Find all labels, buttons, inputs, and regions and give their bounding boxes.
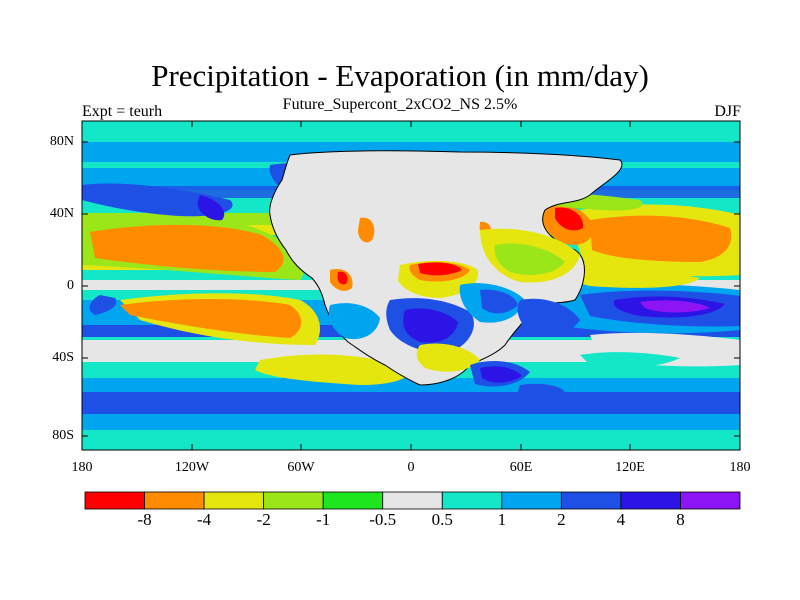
colorbar-swatch	[501, 491, 562, 510]
colorbar-label: 2	[557, 510, 566, 529]
colorbar-swatch	[322, 491, 384, 510]
colorbar-label: -4	[196, 510, 212, 529]
lon-label-180e: 180	[729, 460, 751, 475]
colorbar-label: -8	[137, 510, 152, 529]
colorbar	[84, 491, 741, 510]
colorbar-swatch	[560, 491, 622, 510]
colorbar-label: 1	[497, 510, 507, 529]
map-subtitle: Future_Supercont_2xCO2_NS 2.5%	[282, 96, 518, 113]
lat-label-80s: 80S	[52, 428, 74, 443]
colorbar-label: 8	[676, 510, 685, 529]
colorbar-swatch	[263, 491, 324, 510]
lon-label-0: 0	[407, 460, 415, 475]
lon-label-60w: 60W	[287, 460, 315, 475]
colorbar-swatch	[382, 491, 443, 510]
colorbar-swatch	[620, 491, 681, 510]
experiment-label: Expt = teurh	[82, 103, 163, 120]
lon-label-180w: 180	[71, 460, 93, 475]
colorbar-swatch	[680, 491, 741, 510]
lat-label-0: 0	[67, 278, 74, 293]
lat-label-40n: 40N	[49, 206, 74, 221]
colorbar-label: 0.5	[431, 510, 453, 529]
colorbar-swatch	[144, 491, 205, 510]
map-title: Precipitation - Evaporation (in mm/day)	[151, 58, 649, 93]
lon-label-120e: 120E	[615, 460, 645, 475]
colorbar-swatch	[203, 491, 265, 510]
colorbar-label: -0.5	[369, 510, 397, 529]
lon-label-60e: 60E	[509, 460, 533, 475]
lat-ticks	[82, 141, 740, 437]
colorbar-label: -1	[316, 510, 331, 529]
season-label: DJF	[714, 103, 741, 120]
lat-label-40s: 40S	[52, 350, 74, 365]
lat-label-80n: 80N	[49, 134, 74, 149]
colorbar-swatch	[441, 491, 503, 510]
map-field	[82, 121, 740, 450]
lon-label-120w: 120W	[174, 460, 210, 475]
lon-ticks	[81, 121, 741, 450]
colorbar-label: 4	[616, 510, 626, 529]
colorbar-label: -2	[256, 510, 271, 529]
colorbar-swatch	[84, 491, 145, 510]
